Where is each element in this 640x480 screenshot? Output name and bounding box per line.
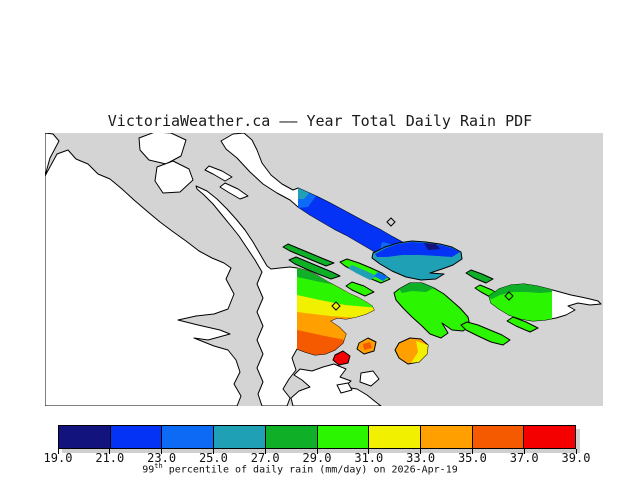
islet-a [204,165,233,182]
colorbar-tick-label: 39.0 [561,451,591,465]
colorbar-segment-35.0-37.0 [471,426,524,448]
station-marker-orcas [504,291,514,301]
station-marker-galiano [386,217,396,227]
colorbar [58,425,576,449]
colorbar-tick-label: 27.0 [250,451,280,465]
colorbar-tick-label: 21.0 [95,451,125,465]
colorbar-segment-33.0-35.0 [419,426,472,448]
colorbar-tick [523,449,525,454]
caption-rest: percentile of daily rain (mm/day) on 202… [162,464,458,476]
chatham-islets [336,382,353,394]
trial-islet-red [332,350,351,366]
caption-superscript: th [154,462,163,470]
colorbar-tick-label: 33.0 [406,451,436,465]
colorbar-segment-21.0-23.0 [109,426,162,448]
waldron-islet-a [465,269,494,284]
wallace-sliver-b [288,256,341,280]
colorbar-tick [575,449,577,454]
rain-contour-map [45,133,602,406]
colorbar-tick-label: 37.0 [509,451,539,465]
colorbar-segment-37.0-39.0 [523,426,576,448]
colorbar-segment-25.0-27.0 [213,426,265,448]
mayne-blue-dash [374,272,388,281]
victoria-coast [290,363,382,406]
mayne-south-islet [345,281,375,297]
colorbar-tick [420,449,422,454]
colorbar-tick [161,449,163,454]
colorbar-tick-label: 25.0 [198,451,228,465]
colorbar-tick-label: 35.0 [457,451,487,465]
colorbar-segment-23.0-25.0 [161,426,214,448]
colorbar-tick [316,449,318,454]
islet-b [219,182,249,200]
colorbar-tick [109,449,111,454]
james-islet-yellow [411,341,428,363]
colorbar-segment-31.0-33.0 [368,426,420,448]
colorbar-tick-label: 23.0 [147,451,177,465]
colorbar-tick-label: 29.0 [302,451,332,465]
caption-base: 99 [142,464,155,476]
map-water [45,133,603,406]
vancouver-island-coast [45,133,242,406]
colorbar-tick-label: 31.0 [354,451,384,465]
map-title: VictoriaWeather.ca —— Year Total Daily R… [107,112,533,130]
saturna-navy-dash [424,243,440,250]
colorbar-tick-label: 19.0 [43,451,73,465]
pender-dkgreen-band [399,283,434,293]
lopez-sliver [506,316,539,333]
colorbar-tick [57,449,59,454]
colorbar-segment-19.0-21.0 [59,426,110,448]
mayne-teal-stripe [348,265,377,280]
saturna-blue-band [375,242,460,257]
islet-orange-core [363,342,372,350]
station-marker-saanich [331,301,341,311]
colorbar-tick [212,449,214,454]
colorbar-caption: 99th percentile of daily rain (mm/day) o… [0,462,600,475]
discovery-island [359,370,380,387]
pender-islands [393,282,471,339]
galiano-navy-patch [372,209,403,231]
wallace-sliver-a [282,243,335,267]
penelakut-island [154,160,194,194]
colorbar-tick [368,449,370,454]
stuart-island [460,321,511,346]
colorbar-segment-29.0-31.0 [316,426,369,448]
colorbar-tick [471,449,473,454]
colorbar-tick [264,449,266,454]
thetis-island [138,133,187,165]
colorbar-segment-27.0-29.0 [264,426,317,448]
